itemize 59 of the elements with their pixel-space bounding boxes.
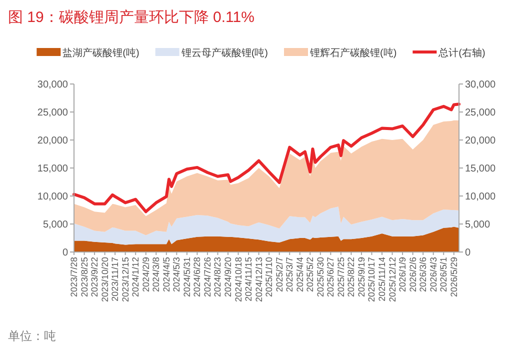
y2-tick-label: 20,000: [465, 136, 496, 146]
y-tick-label: 30,000: [37, 80, 68, 90]
x-tick-label: 2023/9/22: [90, 257, 100, 298]
y2-tick-label: 10,000: [465, 192, 496, 202]
x-tick-label: 2025/3/7: [284, 257, 295, 292]
x-tick-label: 2024/11/15: [244, 257, 254, 302]
x-tick-label: 2024/1/12: [130, 257, 141, 298]
y2-tick-label: 30,000: [465, 80, 496, 90]
y-tick-label: 10,000: [37, 192, 68, 202]
y-tick-label: 20,000: [37, 136, 68, 146]
x-tick-label: 2023/10/20: [100, 257, 110, 302]
chart-title: 图 19：碳酸锂周产量环比下降 0.11%: [8, 9, 254, 26]
y2-tick-label: 5,000: [465, 220, 490, 230]
x-tick-label: 2024/12/13: [254, 257, 264, 302]
x-tick-label: 2026/4/3: [428, 257, 438, 292]
x-tick-label: 2025/12/12: [387, 257, 398, 302]
x-tick-label: 2024/10/18: [233, 257, 244, 302]
y2-tick-label: 15,000: [465, 164, 496, 174]
x-tick-label: 2024/2/9: [140, 257, 151, 292]
x-tick-label: 2026/2/6: [408, 257, 418, 292]
x-tick-label: 2024/4/5: [161, 257, 172, 292]
text: 单位：吨: [8, 329, 56, 343]
y-tick-label: 0: [62, 248, 68, 258]
x-tick-label: 2023/8/25: [79, 257, 90, 298]
legend-label: 总计(右轴): [438, 47, 486, 59]
y2-tick-label: 0: [465, 248, 471, 258]
x-tick-label: 2024/3/8: [151, 257, 162, 292]
y-tick-label: 15,000: [37, 164, 68, 174]
x-tick-label: 2025/10/17: [366, 257, 377, 302]
y2-tick-label: 25,000: [465, 108, 496, 118]
x-tick-label: 2024/5/31: [182, 257, 192, 298]
x-tick-label: 2024/5/3: [172, 257, 182, 292]
x-tick-label: 2024/9/20: [223, 257, 233, 298]
legend-label: 锂云母产碳酸锂(吨): [180, 47, 268, 59]
x-tick-label: 2025/11/14: [377, 257, 387, 302]
x-tick-label: 2024/6/28: [192, 257, 202, 298]
x-tick-label: 2025/6/27: [326, 257, 336, 298]
y-tick-label: 25,000: [37, 108, 68, 118]
x-tick-label: 2024/7/26: [202, 257, 212, 298]
x-tick-label: 2025/9/19: [356, 257, 366, 298]
x-tick-label: 2024/8/23: [212, 257, 223, 298]
x-tick-label: 2026/1/9: [398, 257, 408, 292]
x-tick-label: 2026/5/1: [438, 257, 449, 292]
x-tick-label: 2025/1/10: [264, 257, 274, 298]
x-tick-label: 2023/12/15: [120, 257, 130, 302]
x-tick-label: 2025/4/4: [294, 257, 305, 292]
x-tick-label: 2023/7/28: [69, 257, 79, 298]
x-tick-label: 2026/5/29: [448, 257, 459, 298]
x-tick-label: 2023/11/17: [110, 257, 120, 302]
legend-label: 锂辉石产碳酸锂(吨): [309, 47, 397, 59]
x-tick-label: 2026/3/6: [418, 257, 428, 292]
x-tick-label: 2025/5/2: [305, 257, 316, 292]
x-tick-label: 2025/2/7: [274, 257, 284, 292]
x-tick-label: 2025/5/30: [315, 257, 326, 298]
legend-label: 盐湖产碳酸锂(吨): [62, 47, 140, 59]
y-tick-label: 5,000: [42, 220, 68, 230]
x-tick-label: 2025/7/25: [336, 257, 346, 298]
line-series: [72, 102, 460, 214]
x-tick-label: 2025/8/22: [346, 257, 356, 298]
